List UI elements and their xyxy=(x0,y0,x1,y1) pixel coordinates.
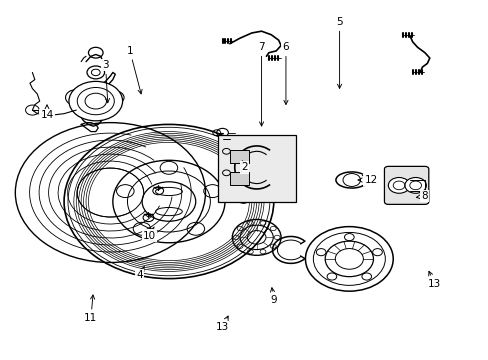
Text: 2: 2 xyxy=(241,161,247,172)
Circle shape xyxy=(404,177,426,193)
Text: 6: 6 xyxy=(282,42,289,104)
FancyBboxPatch shape xyxy=(384,166,428,204)
Bar xyxy=(229,150,249,163)
Circle shape xyxy=(65,90,87,105)
Text: 11: 11 xyxy=(84,295,97,323)
Text: 1: 1 xyxy=(126,46,142,94)
Text: 12: 12 xyxy=(357,175,377,185)
Bar xyxy=(217,135,295,202)
Text: 7: 7 xyxy=(258,42,264,126)
Text: 3: 3 xyxy=(102,60,109,103)
Text: 9: 9 xyxy=(270,288,277,305)
Text: 8: 8 xyxy=(416,191,427,201)
Circle shape xyxy=(387,177,409,193)
Circle shape xyxy=(87,66,104,79)
Circle shape xyxy=(106,91,124,104)
Text: 13: 13 xyxy=(216,316,229,332)
Circle shape xyxy=(69,81,122,121)
Text: 13: 13 xyxy=(427,271,440,289)
Text: 10: 10 xyxy=(142,227,156,240)
Text: 4: 4 xyxy=(136,266,144,280)
Bar xyxy=(229,172,249,185)
Text: 5: 5 xyxy=(336,17,342,88)
Text: 14: 14 xyxy=(41,105,54,121)
